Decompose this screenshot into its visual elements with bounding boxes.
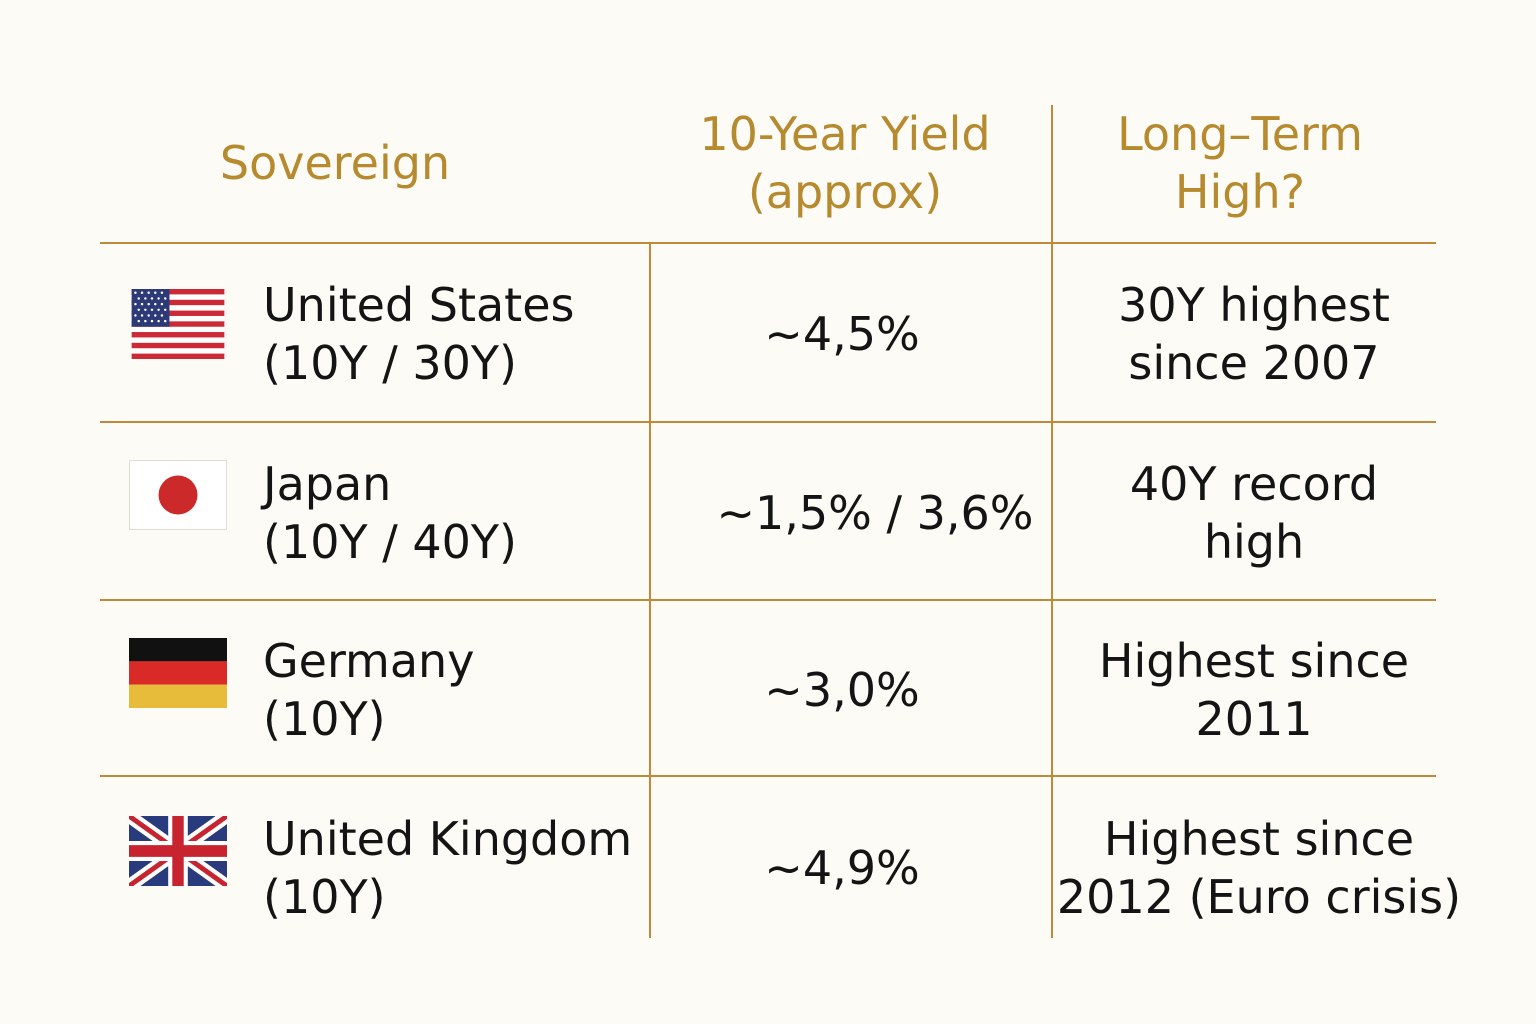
sovereign-name: United States (10Y / 30Y) (263, 278, 575, 390)
row-divider-2 (100, 599, 1436, 601)
germany-flag-icon (129, 638, 227, 708)
header-divider (100, 242, 1436, 244)
japan-flag-icon (129, 460, 227, 530)
row-divider-3 (100, 775, 1436, 777)
long-term-high-value: 40Y record high (1129, 457, 1379, 569)
column-divider-2 (1051, 105, 1053, 938)
long-term-high-value: Highest since 2011 (1098, 634, 1410, 746)
sovereign-name: Germany (10Y) (263, 634, 475, 746)
row-divider-1 (100, 421, 1436, 423)
uk-flag-icon (129, 816, 227, 886)
header-long-term-high: Long–Term High? (1117, 106, 1363, 219)
yield-value: ~1,5% / 3,6% (716, 486, 1034, 540)
sovereign-name: Japan (10Y / 40Y) (263, 457, 517, 569)
yield-value: ~4,5% (764, 307, 920, 361)
yield-value: ~3,0% (764, 663, 920, 717)
column-divider-1 (649, 243, 651, 938)
long-term-high-value: 30Y highest since 2007 (1118, 278, 1390, 390)
us-flag-icon (131, 289, 225, 359)
yield-value: ~4,9% (764, 841, 920, 895)
sovereign-name: United Kingdom (10Y) (263, 812, 633, 924)
header-10y-yield: 10-Year Yield (approx) (699, 106, 991, 219)
long-term-high-value: Highest since 2012 (Euro crisis) (1056, 812, 1462, 924)
header-sovereign: Sovereign (219, 135, 451, 190)
